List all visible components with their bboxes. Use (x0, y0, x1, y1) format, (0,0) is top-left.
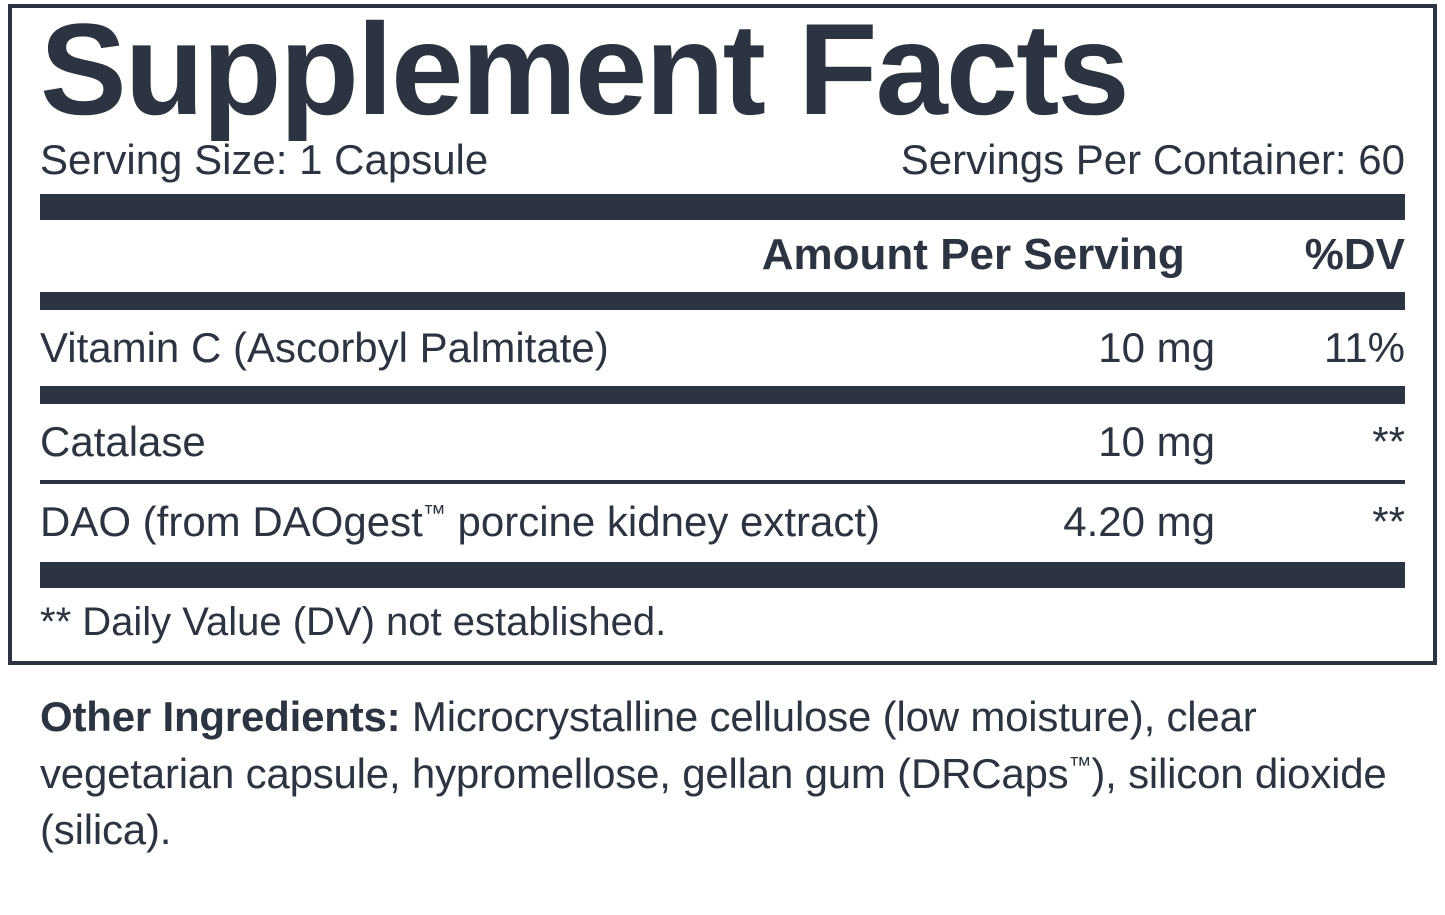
divider-thin-1 (40, 480, 1405, 484)
ingredient-dv: ** (1275, 418, 1405, 466)
ingredient-amount: 10 mg (975, 324, 1275, 372)
other-ingredients: Other Ingredients: Microcrystalline cell… (8, 665, 1437, 859)
divider-thick-1 (40, 194, 1405, 220)
serving-size: Serving Size: 1 Capsule (40, 136, 488, 184)
ingredient-dv: 11% (1275, 324, 1405, 372)
dv-footnote: ** Daily Value (DV) not established. (40, 596, 1405, 647)
header-dv: %DV (1305, 230, 1405, 280)
ingredient-amount: 4.20 mg (975, 498, 1275, 546)
ingredient-amount: 10 mg (975, 418, 1275, 466)
table-row: Vitamin C (Ascorbyl Palmitate) 10 mg 11% (40, 318, 1405, 378)
column-headers: Amount Per Serving %DV (40, 228, 1405, 284)
ingredient-name: Vitamin C (Ascorbyl Palmitate) (40, 324, 975, 372)
ingredient-name: Catalase (40, 418, 975, 466)
ingredient-name: DAO (from DAOgest™ porcine kidney extrac… (40, 498, 975, 546)
supplement-facts-panel: Supplement Facts Serving Size: 1 Capsule… (8, 4, 1437, 665)
servings-per-container: Servings Per Container: 60 (901, 136, 1405, 184)
divider-thick-2 (40, 562, 1405, 588)
header-amount: Amount Per Serving (762, 230, 1185, 280)
ingredient-dv: ** (1275, 498, 1405, 546)
table-row: DAO (from DAOgest™ porcine kidney extrac… (40, 492, 1405, 552)
panel-title: Supplement Facts (40, 4, 1405, 134)
serving-line: Serving Size: 1 Capsule Servings Per Con… (40, 136, 1405, 184)
table-row: Catalase 10 mg ** (40, 412, 1405, 472)
other-ingredients-lead: Other Ingredients: (40, 693, 400, 740)
divider-med-1 (40, 292, 1405, 310)
divider-med-2 (40, 386, 1405, 404)
